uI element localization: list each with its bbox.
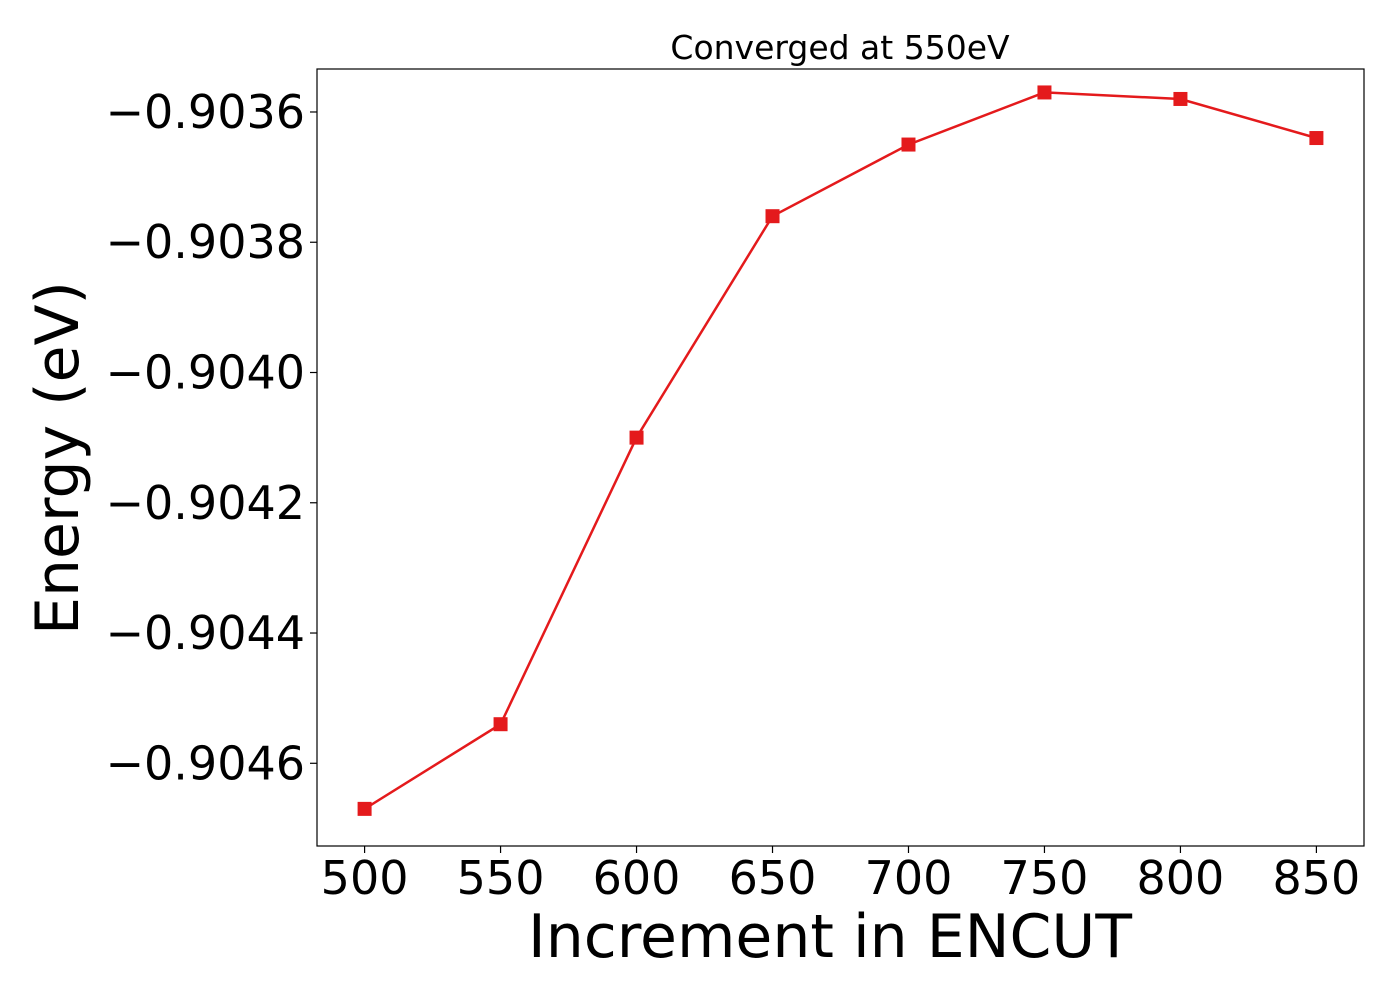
data-point — [1037, 85, 1052, 100]
x-tick-label: 800 — [1137, 851, 1225, 905]
x-tick-label: 500 — [321, 851, 409, 905]
y-axis: −0.9046 −0.9044 −0.9042 −0.9040 −0.9038 −0.90… — [106, 85, 317, 790]
data-point — [629, 430, 644, 445]
data-point — [357, 801, 372, 816]
chart-title: Converged at 550eV — [670, 28, 1010, 67]
plot-area-frame — [316, 68, 1365, 847]
series-line — [363, 91, 1317, 810]
x-tick-label: 650 — [729, 851, 817, 905]
data-point — [765, 209, 780, 224]
data-point — [493, 717, 508, 732]
x-axis-title: Increment in ENCUT — [528, 902, 1132, 972]
x-axis: 500 550 600 650 700 750 800 850 — [321, 846, 1361, 905]
x-tick-label: 850 — [1273, 851, 1361, 905]
x-tick-label: 750 — [1001, 851, 1089, 905]
data-point — [901, 137, 916, 152]
data-point — [1173, 91, 1188, 106]
y-tick-label: −0.9038 — [106, 215, 306, 269]
y-tick-label: −0.9036 — [106, 85, 306, 139]
y-tick-label: −0.9042 — [106, 476, 306, 530]
series-layer — [357, 85, 1324, 816]
data-point — [1309, 131, 1324, 146]
x-tick-label: 550 — [457, 851, 545, 905]
y-tick-label: −0.9040 — [106, 346, 306, 400]
y-axis-title: Energy (eV) — [23, 281, 93, 635]
x-tick-label: 600 — [593, 851, 681, 905]
x-tick-label: 700 — [865, 851, 953, 905]
y-tick-label: −0.9044 — [106, 606, 306, 660]
y-tick-label: −0.9046 — [106, 736, 306, 790]
